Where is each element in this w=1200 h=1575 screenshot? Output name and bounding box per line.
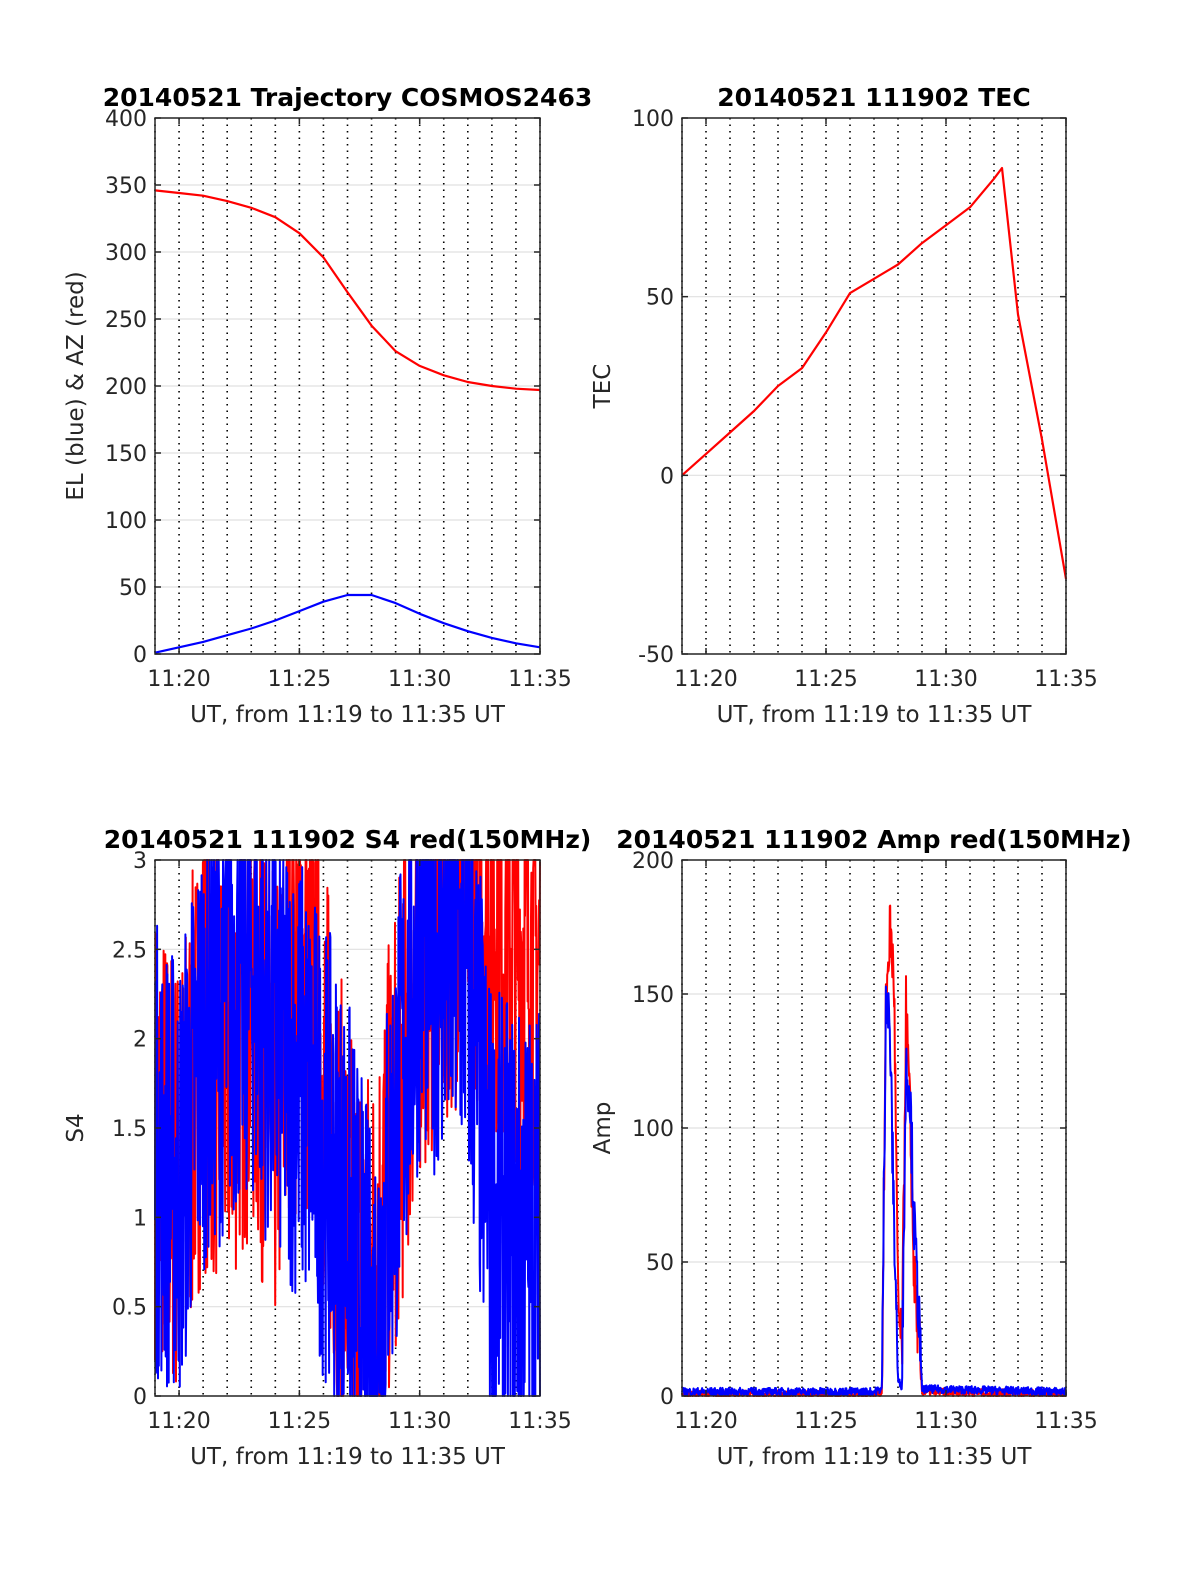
- y-tick-label: 0: [660, 1385, 674, 1410]
- chart-panel-4: 0 50 100 150 200 11:20 11:25 11:30 11:35 20140521…: [590, 825, 1132, 1470]
- x-tick-label: 11:30: [388, 667, 451, 692]
- y-tick-label: 400: [105, 107, 147, 132]
- series-line-blue: [154, 593, 541, 654]
- y-axis-label: Amp: [590, 1102, 616, 1155]
- y-axis-label: S4: [63, 1113, 89, 1142]
- x-tick-label: 11:20: [147, 1409, 210, 1434]
- x-axis-label: UT, from 11:19 to 11:35 UT: [717, 1444, 1033, 1470]
- y-tick-label: 100: [632, 107, 674, 132]
- chart-title: 20140521 111902 S4 red(150MHz): [104, 825, 592, 854]
- y-tick-label: 100: [632, 1117, 674, 1142]
- chart-panel-3: 0 0.5 1 1.5 2 2.5 3 11:20 11:25 11:30 11:35 2014052…: [63, 825, 591, 1470]
- x-tick-label: 11:25: [268, 667, 331, 692]
- y-tick-label: 1: [133, 1206, 147, 1231]
- y-tick-label: 150: [105, 442, 147, 467]
- x-tick-label: 11:25: [268, 1409, 331, 1434]
- y-tick-label: -50: [638, 643, 674, 668]
- y-tick-label: 100: [105, 509, 147, 534]
- x-tick-label: 11:30: [914, 667, 977, 692]
- x-tick-label: 11:20: [147, 667, 210, 692]
- y-tick-label: 50: [119, 576, 147, 601]
- x-tick-label: 11:30: [388, 1409, 451, 1434]
- x-tick-label: 11:25: [794, 1409, 857, 1434]
- y-tick-label: 0: [660, 464, 674, 489]
- series-line-blue: [681, 985, 1067, 1397]
- y-tick-label: 50: [646, 286, 674, 311]
- y-tick-label: 3: [133, 849, 147, 874]
- y-tick-label: 0: [133, 643, 147, 668]
- chart-panel-2: -50 0 50 100 11:20 11:25 11:30 11:35 20140521 11…: [590, 83, 1098, 728]
- x-axis-label: UT, from 11:19 to 11:35 UT: [190, 1444, 506, 1470]
- y-axis-label: EL (blue) & AZ (red): [63, 271, 89, 500]
- y-tick-label: 200: [105, 375, 147, 400]
- y-tick-label: 0: [133, 1385, 147, 1410]
- x-tick-label: 11:35: [1034, 1409, 1097, 1434]
- y-tick-label: 2: [133, 1028, 147, 1053]
- y-tick-label: 300: [105, 241, 147, 266]
- y-tick-label: 200: [632, 849, 674, 874]
- x-tick-label: 11:35: [508, 1409, 571, 1434]
- x-tick-label: 11:30: [914, 1409, 977, 1434]
- x-tick-label: 11:35: [1034, 667, 1097, 692]
- axes-frame: [681, 117, 1067, 655]
- x-tick-label: 11:35: [508, 667, 571, 692]
- chart-panel-1: 0 50 100 150 200 250 300 350 400 11:20 11:25 11:30 1…: [63, 83, 592, 728]
- x-tick-label: 11:20: [674, 1409, 737, 1434]
- y-tick-label: 1.5: [112, 1117, 147, 1142]
- x-tick-label: 11:20: [674, 667, 737, 692]
- y-tick-label: 350: [105, 174, 147, 199]
- series-line-red: [681, 166, 1068, 580]
- series-line-red: [154, 189, 541, 392]
- y-tick-label: 150: [632, 983, 674, 1008]
- y-tick-label: 50: [646, 1251, 674, 1276]
- x-tick-label: 11:25: [794, 667, 857, 692]
- chart-title: 20140521 Trajectory COSMOS2463: [103, 83, 593, 112]
- x-axis-label: UT, from 11:19 to 11:35 UT: [717, 702, 1033, 728]
- series-line-blue: [154, 859, 541, 1397]
- chart-title: 20140521 111902 Amp red(150MHz): [616, 825, 1132, 854]
- y-tick-label: 0.5: [112, 1296, 147, 1321]
- chart-title: 20140521 111902 TEC: [717, 83, 1030, 112]
- x-axis-label: UT, from 11:19 to 11:35 UT: [190, 702, 506, 728]
- y-tick-label: 250: [105, 308, 147, 333]
- y-tick-label: 2.5: [112, 938, 147, 963]
- y-axis-label: TEC: [590, 364, 616, 410]
